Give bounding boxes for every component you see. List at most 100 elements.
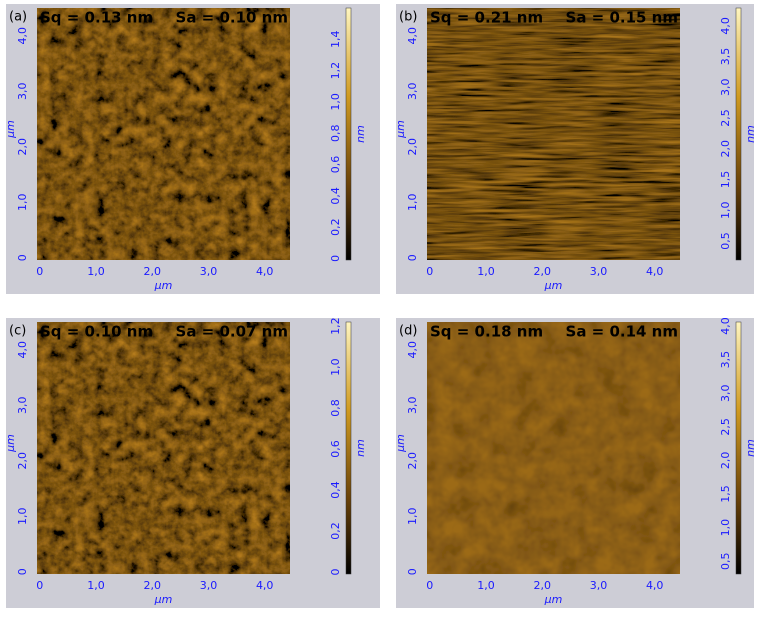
- x-axis-label: µm: [154, 279, 173, 292]
- y-tick-label: 4,0: [16, 341, 29, 359]
- x-tick-label: 0: [426, 265, 433, 278]
- y-tick-label: 4,0: [16, 27, 29, 45]
- x-tick-label: 4,0: [646, 579, 664, 592]
- y-tick-label: 2,0: [16, 138, 29, 156]
- colorbar-tick-label: 3,5: [719, 351, 732, 369]
- sq-value: Sq = 0.21 nm: [430, 9, 543, 27]
- x-tick-label: 3,0: [590, 579, 608, 592]
- y-tick-label: 1,0: [16, 194, 29, 212]
- y-tick-label: 3,0: [406, 397, 419, 415]
- panel: (b) Sq = 0.21 nm Sa = 0.15 nm 0 1,0 2,0 3,0 4,0…: [394, 4, 757, 294]
- sa-value: Sa = 0.07 nm: [176, 323, 288, 341]
- sa-value: Sa = 0.15 nm: [566, 9, 678, 27]
- colorbar-label: nm: [354, 125, 367, 143]
- colorbar-tick-label: 0,6: [329, 156, 342, 174]
- colorbar: [735, 7, 742, 261]
- colorbar-tick-label: 0,8: [329, 124, 342, 142]
- x-axis-label: µm: [544, 279, 563, 292]
- x-tick-label: 0: [36, 579, 43, 592]
- colorbar-tick-label: 2,0: [719, 140, 732, 158]
- y-axis-label: µm: [394, 120, 407, 139]
- colorbar-tick-label: 1,5: [719, 171, 732, 189]
- colorbar-tick-label: 4,0: [719, 17, 732, 35]
- y-tick-label: 1,0: [406, 508, 419, 526]
- afm-image: [37, 8, 290, 260]
- x-tick-label: 1,0: [477, 579, 495, 592]
- colorbar-tick-label: 3,0: [719, 384, 732, 402]
- colorbar-tick-label: 0,8: [329, 399, 342, 417]
- panel-label: (c): [9, 324, 26, 339]
- colorbar-tick-label: 0,2: [329, 522, 342, 540]
- x-tick-label: 2,0: [534, 579, 552, 592]
- x-tick-label: 2,0: [144, 265, 162, 278]
- y-tick-label: 1,0: [406, 194, 419, 212]
- sq-value: Sq = 0.13 nm: [40, 9, 153, 27]
- y-tick-label: 0: [406, 568, 419, 575]
- y-axis-label: µm: [394, 434, 407, 453]
- y-tick-label: 4,0: [406, 341, 419, 359]
- colorbar-tick-label: 2,0: [719, 452, 732, 470]
- colorbar: [735, 321, 742, 575]
- x-tick-label: 2,0: [534, 265, 552, 278]
- colorbar-tick-label: 1,5: [719, 485, 732, 503]
- y-axis-label: µm: [4, 434, 17, 453]
- colorbar-tick-label: 4,0: [719, 317, 732, 335]
- y-tick-label: 3,0: [16, 83, 29, 101]
- x-tick-label: 3,0: [200, 265, 218, 278]
- colorbar-tick-label: 0,5: [719, 552, 732, 570]
- colorbar-tick-label: 1,0: [329, 93, 342, 111]
- x-axis-label: µm: [154, 593, 173, 606]
- colorbar-label: nm: [744, 125, 757, 143]
- y-tick-label: 2,0: [406, 452, 419, 470]
- x-tick-label: 4,0: [256, 579, 274, 592]
- y-tick-label: 0: [16, 254, 29, 261]
- x-axis-label: µm: [544, 593, 563, 606]
- y-tick-label: 1,0: [16, 508, 29, 526]
- colorbar-tick-label: 0,6: [329, 440, 342, 458]
- panel: (a) Sq = 0.13 nm Sa = 0.10 nm 0 1,0 2,0 3,0 4,0…: [4, 4, 380, 294]
- panel-label: (a): [9, 10, 27, 25]
- x-tick-label: 0: [36, 265, 43, 278]
- panel: (c) Sq = 0.10 nm Sa = 0.07 nm 0 1,0 2,0 3,0 4,0…: [4, 317, 380, 608]
- x-tick-label: 4,0: [256, 265, 274, 278]
- colorbar-tick-label: 1,0: [719, 201, 732, 219]
- sq-value: Sq = 0.10 nm: [40, 323, 153, 341]
- colorbar-tick-label: 1,0: [329, 358, 342, 376]
- x-tick-label: 1,0: [87, 579, 105, 592]
- y-tick-label: 0: [16, 568, 29, 575]
- x-tick-label: 1,0: [477, 265, 495, 278]
- x-tick-label: 0: [426, 579, 433, 592]
- colorbar-tick-label: 3,5: [719, 48, 732, 66]
- colorbar-tick-label: 0,2: [329, 218, 342, 236]
- x-tick-label: 1,0: [87, 265, 105, 278]
- colorbar-tick-label: 0,4: [329, 187, 342, 205]
- x-tick-label: 3,0: [590, 265, 608, 278]
- colorbar-tick-label: 2,5: [719, 418, 732, 436]
- colorbar-tick-label: 1,2: [329, 317, 342, 335]
- colorbar-tick-label: 2,5: [719, 109, 732, 127]
- panel-label: (d): [399, 324, 417, 339]
- panel-label: (b): [399, 10, 417, 25]
- colorbar: [345, 7, 352, 261]
- colorbar-label: nm: [354, 439, 367, 457]
- colorbar-tick-label: 3,0: [719, 79, 732, 97]
- sa-value: Sa = 0.14 nm: [566, 323, 678, 341]
- afm-image: [427, 322, 680, 574]
- afm-image: [427, 8, 680, 260]
- y-tick-label: 4,0: [406, 27, 419, 45]
- colorbar-tick-label: 1,4: [329, 31, 342, 49]
- sq-value: Sq = 0.18 nm: [430, 323, 543, 341]
- x-tick-label: 3,0: [200, 579, 218, 592]
- colorbar-tick-label: 0: [329, 568, 342, 575]
- afm-image: [37, 322, 290, 574]
- colorbar-tick-label: 1,2: [329, 62, 342, 80]
- y-tick-label: 2,0: [406, 138, 419, 156]
- colorbar-tick-label: 0,4: [329, 481, 342, 499]
- x-tick-label: 2,0: [144, 579, 162, 592]
- colorbar-label: nm: [744, 439, 757, 457]
- x-tick-label: 4,0: [646, 265, 664, 278]
- y-axis-label: µm: [4, 120, 17, 139]
- colorbar-tick-label: 1,0: [719, 519, 732, 537]
- y-tick-label: 2,0: [16, 452, 29, 470]
